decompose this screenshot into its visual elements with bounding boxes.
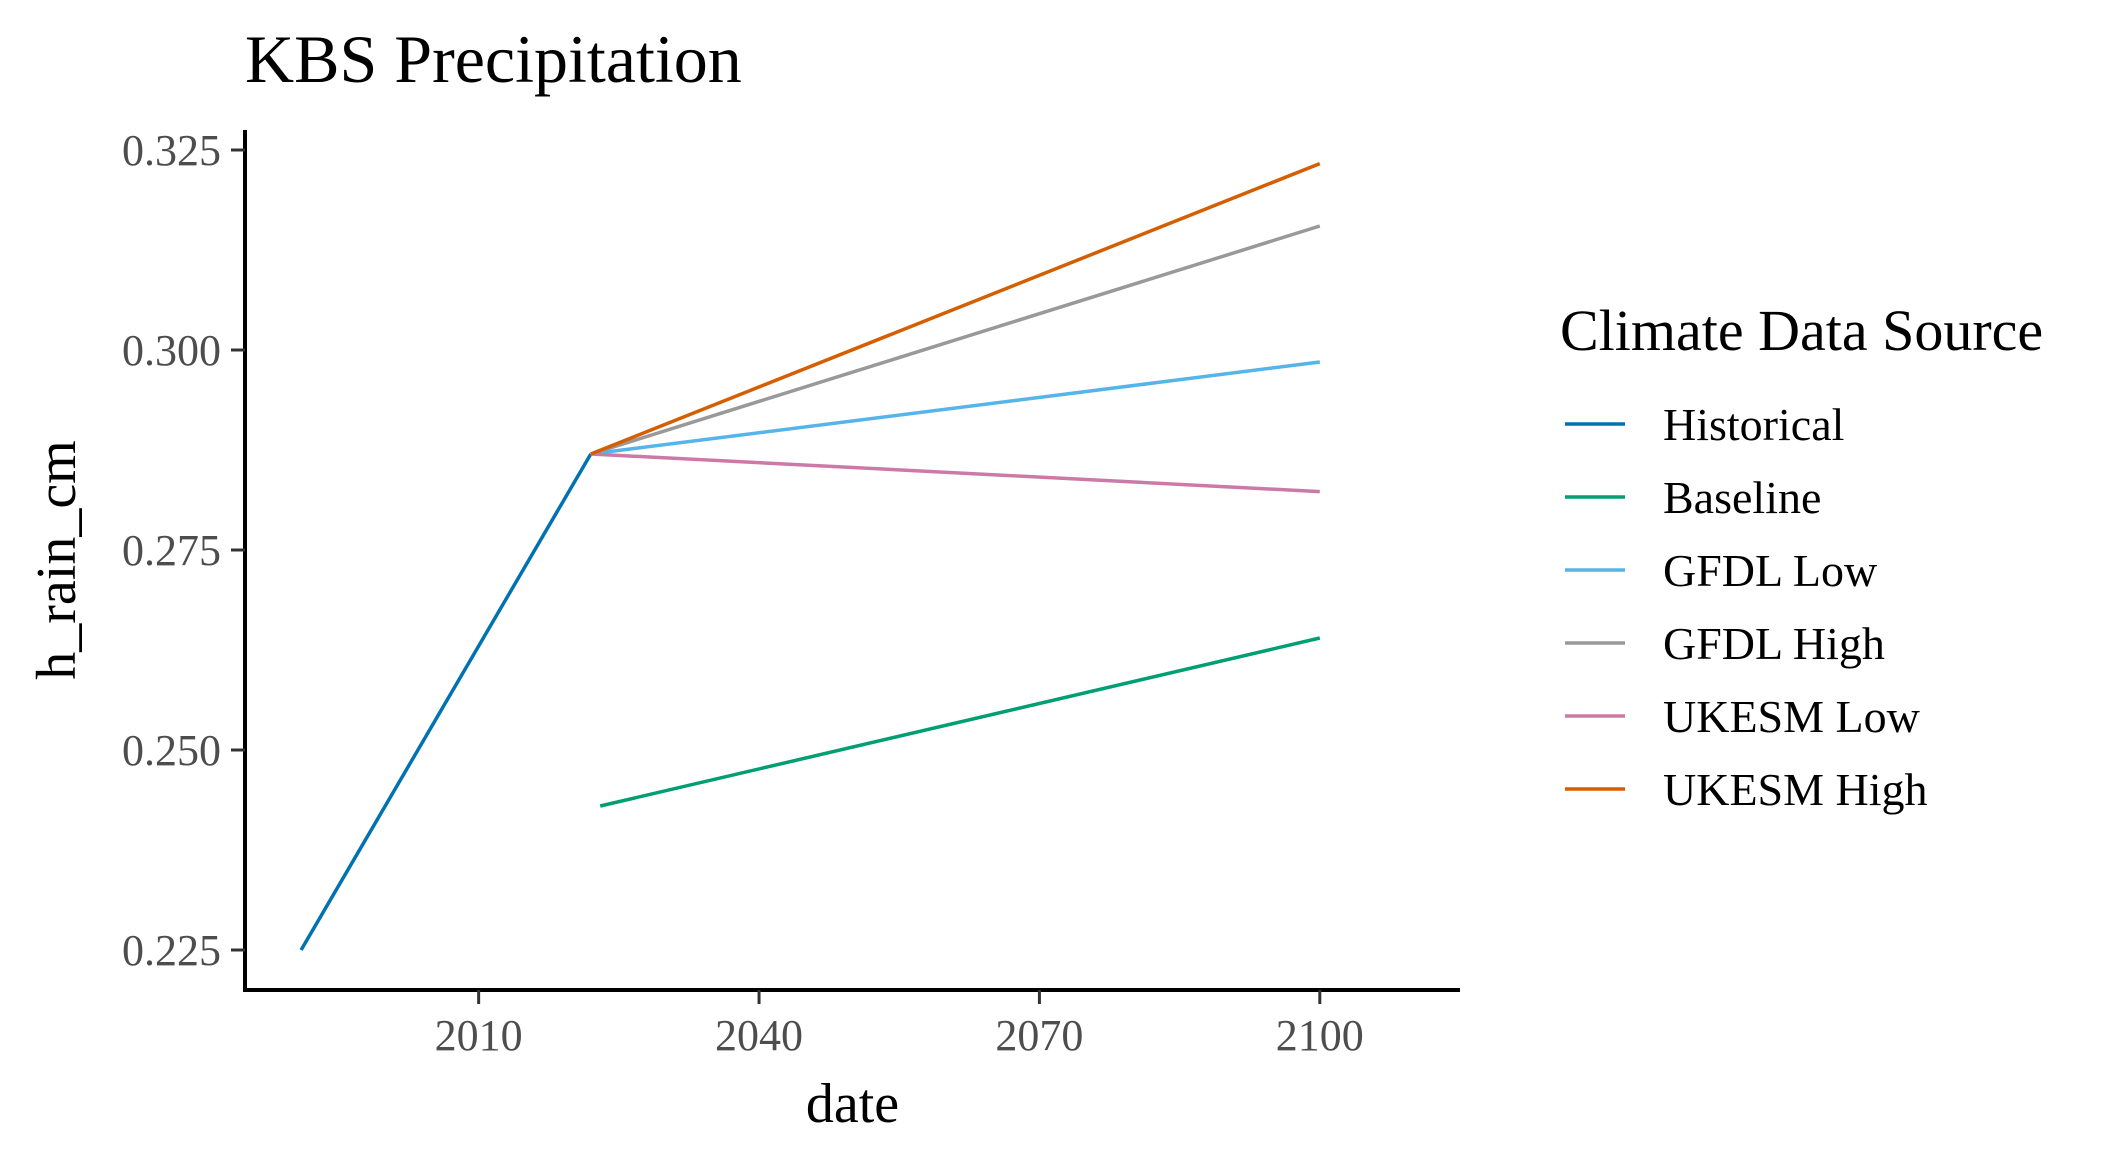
series-layer	[299, 161, 1321, 951]
y-tick-label: 0.250	[122, 726, 221, 775]
legend-items: Historical Baseline GFDL Low GFDL High UKESM…	[1565, 399, 1928, 815]
series-line-gfdl-low	[590, 360, 1321, 456]
legend-label: GFDL High	[1663, 618, 1885, 669]
legend: Climate Data Source Historical Baseline GF…	[1560, 298, 2043, 815]
legend-item: GFDL Low	[1565, 545, 1878, 596]
legend-item: GFDL High	[1565, 618, 1885, 669]
legend-label: GFDL Low	[1663, 545, 1878, 596]
legend-item: Historical	[1565, 399, 1844, 450]
legend-label: Baseline	[1663, 472, 1821, 523]
series-line-baseline	[599, 636, 1321, 808]
y-tick-label: 0.275	[122, 526, 221, 575]
chart-title: KBS Precipitation	[245, 21, 742, 97]
legend-label: Historical	[1663, 399, 1844, 450]
series-line-ukesm-low	[590, 452, 1320, 494]
series-line-historical	[299, 453, 593, 951]
legend-item: UKESM Low	[1565, 691, 1921, 742]
y-tick-label: 0.225	[122, 926, 221, 975]
legend-title: Climate Data Source	[1560, 298, 2043, 363]
legend-label: UKESM High	[1663, 764, 1928, 815]
y-axis-title: h_rain_cm	[26, 440, 88, 679]
legend-label: UKESM Low	[1663, 691, 1921, 742]
legend-item: UKESM High	[1565, 764, 1928, 815]
x-tick-label: 2040	[715, 1011, 803, 1060]
x-axis-title: date	[806, 1073, 899, 1135]
x-tick-label: 2070	[995, 1011, 1083, 1060]
y-ticks: 0.225 0.250 0.275 0.300 0.325	[122, 126, 245, 975]
y-tick-label: 0.325	[122, 126, 221, 175]
x-tick-label: 2100	[1276, 1011, 1364, 1060]
x-tick-label: 2010	[435, 1011, 523, 1060]
series-line-gfdl-high	[590, 224, 1321, 456]
y-tick-label: 0.300	[122, 326, 221, 375]
series-line-ukesm-high	[590, 161, 1321, 456]
x-ticks: 2010 2040 2070 2100	[435, 990, 1364, 1060]
legend-item: Baseline	[1565, 472, 1821, 523]
